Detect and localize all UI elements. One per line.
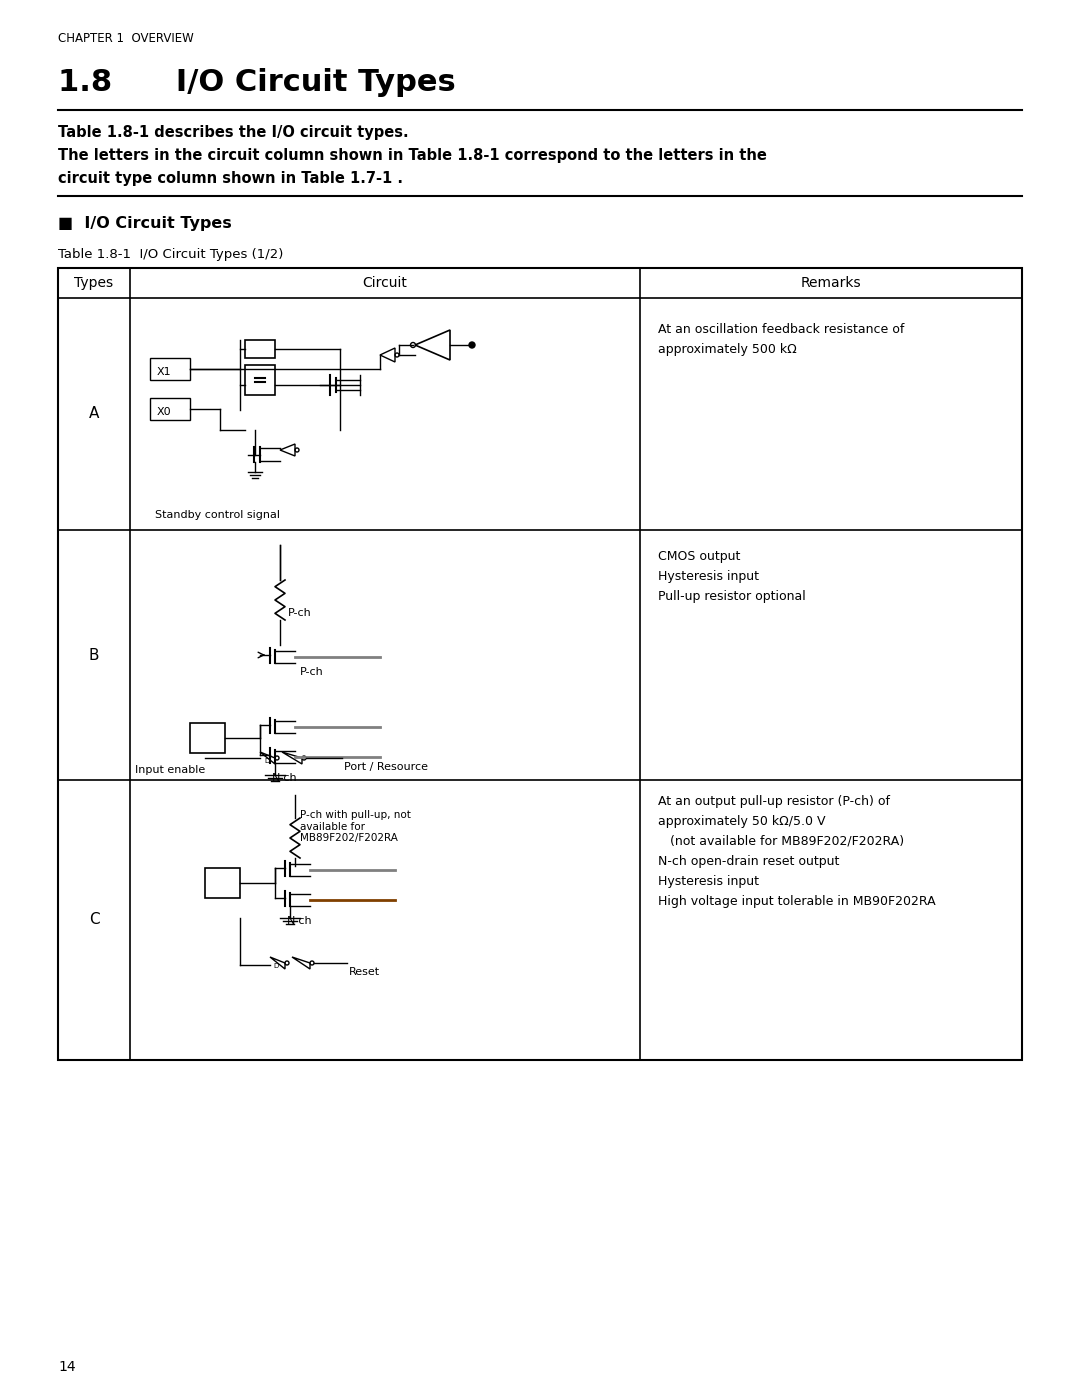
Text: C: C: [89, 912, 99, 928]
Bar: [205, 868, 240, 898]
Text: X1: X1: [157, 367, 172, 377]
Text: Hysteresis input: Hysteresis input: [658, 875, 759, 888]
Bar: [150, 358, 190, 380]
Text: Input enable: Input enable: [135, 766, 205, 775]
Text: Standby control signal: Standby control signal: [156, 510, 280, 520]
Text: 14: 14: [58, 1361, 76, 1375]
Bar: [245, 339, 275, 358]
Text: At an output pull-up resistor (P-ch) of: At an output pull-up resistor (P-ch) of: [658, 795, 890, 807]
Text: X0: X0: [157, 407, 172, 416]
Text: High voltage input tolerable in MB90F202RA: High voltage input tolerable in MB90F202…: [658, 895, 935, 908]
Bar: [190, 724, 225, 753]
Text: approximately 50 kΩ/5.0 V: approximately 50 kΩ/5.0 V: [658, 814, 825, 828]
Bar: [150, 398, 190, 420]
Text: At an oscillation feedback resistance of: At an oscillation feedback resistance of: [658, 323, 904, 337]
Text: D: D: [264, 759, 269, 764]
Text: circuit type column shown in Table 1.7-1 .: circuit type column shown in Table 1.7-1…: [58, 170, 403, 186]
Text: Port / Resource: Port / Resource: [345, 761, 428, 773]
Text: Table 1.8-1  I/O Circuit Types (1/2): Table 1.8-1 I/O Circuit Types (1/2): [58, 249, 283, 261]
Text: A: A: [89, 407, 99, 422]
Text: ■  I/O Circuit Types: ■ I/O Circuit Types: [58, 217, 232, 231]
Text: D: D: [273, 963, 279, 970]
Text: (not available for MB89F202/F202RA): (not available for MB89F202/F202RA): [658, 835, 904, 848]
Text: 1.8      I/O Circuit Types: 1.8 I/O Circuit Types: [58, 68, 456, 96]
Text: N-ch open-drain reset output: N-ch open-drain reset output: [658, 855, 839, 868]
Text: The letters in the circuit column shown in Table 1.8-1 correspond to the letters: The letters in the circuit column shown …: [58, 148, 767, 163]
Text: Remarks: Remarks: [800, 277, 862, 291]
Text: Reset: Reset: [349, 967, 380, 977]
Text: P-ch with pull-up, not
available for
MB89F202/F202RA: P-ch with pull-up, not available for MB8…: [300, 810, 410, 844]
Text: N-ch: N-ch: [287, 916, 312, 926]
Text: P-ch: P-ch: [300, 666, 324, 678]
Text: N-ch: N-ch: [272, 773, 298, 782]
Text: Types: Types: [75, 277, 113, 291]
Bar: [245, 365, 275, 395]
Text: CMOS output: CMOS output: [658, 550, 741, 563]
Text: B: B: [89, 647, 99, 662]
Text: CHAPTER 1  OVERVIEW: CHAPTER 1 OVERVIEW: [58, 32, 193, 45]
Text: approximately 500 kΩ: approximately 500 kΩ: [658, 344, 797, 356]
Circle shape: [469, 342, 475, 348]
Text: Circuit: Circuit: [363, 277, 407, 291]
Text: Hysteresis input: Hysteresis input: [658, 570, 759, 583]
Text: Table 1.8-1 describes the I/O circuit types.: Table 1.8-1 describes the I/O circuit ty…: [58, 124, 408, 140]
Text: P-ch: P-ch: [288, 608, 312, 617]
Text: Pull-up resistor optional: Pull-up resistor optional: [658, 590, 806, 604]
